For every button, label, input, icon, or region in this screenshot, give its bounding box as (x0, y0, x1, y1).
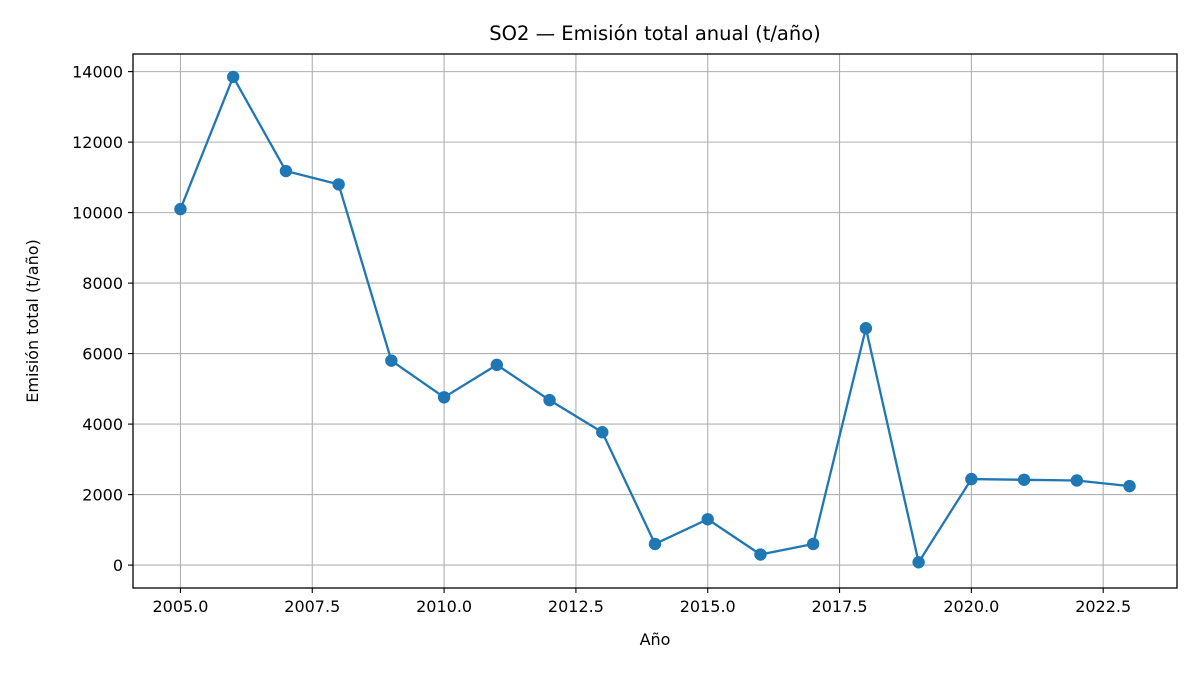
y-tick-label: 2000 (82, 486, 123, 505)
y-tick-label: 0 (113, 556, 123, 575)
data-point (912, 556, 925, 569)
data-point (385, 354, 398, 367)
data-point (1017, 473, 1031, 486)
x-tick-label: 2012.5 (548, 597, 604, 616)
chart-title: SO2 — Emisión total anual (t/año) (489, 22, 821, 45)
data-point (332, 178, 345, 191)
x-tick-label: 2020.0 (943, 597, 999, 616)
series (174, 70, 1136, 569)
y-tick-label: 10000 (72, 204, 123, 223)
y-tick-label: 6000 (82, 345, 123, 364)
x-tick-label: 2017.5 (812, 597, 868, 616)
data-point (174, 202, 187, 216)
data-point (437, 391, 451, 404)
data-point (965, 472, 978, 486)
x-tick-label: 2022.5 (1075, 597, 1131, 616)
y-tick-label: 14000 (72, 63, 123, 82)
y-tick-label: 4000 (82, 415, 123, 434)
x-tick-label: 2005.0 (152, 597, 208, 616)
data-point (543, 393, 556, 407)
data-point (490, 358, 504, 372)
data-point (701, 513, 714, 526)
y-tick-label: 8000 (82, 274, 123, 293)
x-axis-title: Año (640, 630, 671, 649)
x-tick-label: 2010.0 (416, 597, 472, 616)
data-point (1123, 479, 1136, 493)
y-tick-label: 12000 (72, 133, 123, 152)
x-tick-label: 2015.0 (680, 597, 736, 616)
series-line (179, 75, 1130, 564)
x-tick-label: 2007.5 (284, 597, 340, 616)
data-point (596, 426, 609, 439)
y-axis: 0 2000 4000 6000 8000 10000 12000 14000 (72, 63, 133, 575)
data-point (754, 548, 767, 561)
plot-frame (132, 53, 1178, 589)
x-axis: 2005.0 2007.5 2010.0 2012.5 2015.0 2017.5 2020… (152, 588, 1131, 616)
data-point (279, 164, 293, 178)
data-point (806, 537, 820, 551)
data-point (226, 70, 240, 84)
data-point (648, 537, 662, 551)
data-point (859, 322, 873, 335)
data-point (1070, 474, 1084, 487)
y-axis-title: Emisión total (t/año) (23, 239, 42, 403)
grid (133, 54, 1177, 588)
